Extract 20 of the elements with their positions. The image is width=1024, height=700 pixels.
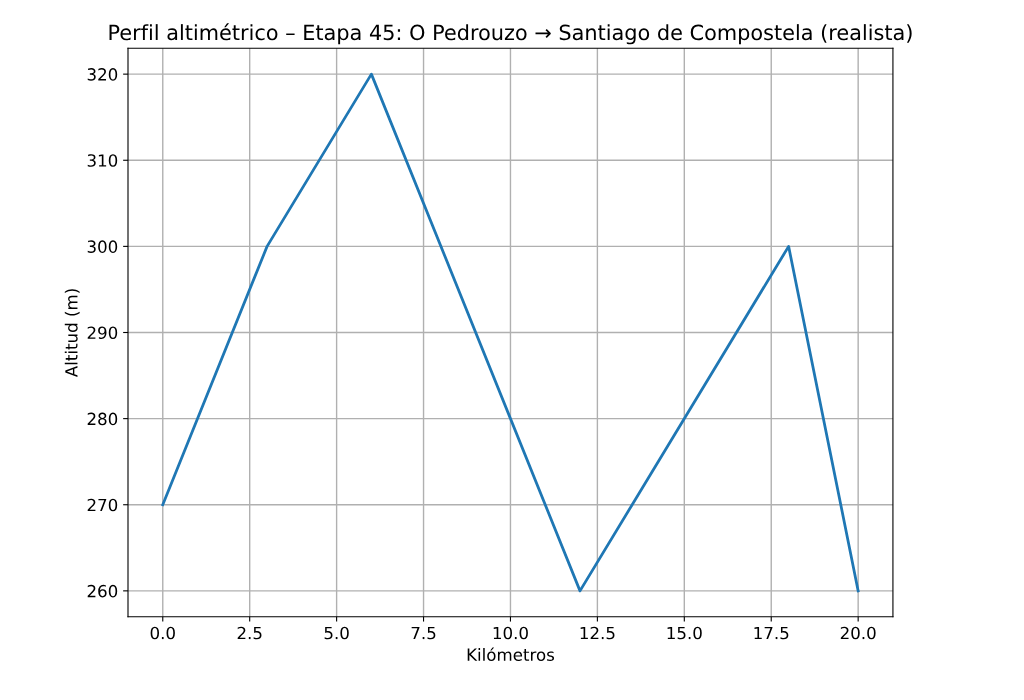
- x-tick-label: 15.0: [667, 626, 702, 640]
- line-series: [161, 72, 860, 593]
- y-tick-label: 300: [87, 240, 118, 253]
- x-axis-title: Kilómetros: [467, 647, 555, 662]
- y-tick-label: 310: [87, 154, 118, 167]
- y-tick-label: 320: [87, 68, 118, 81]
- x-tick-label: 7.5: [411, 626, 436, 640]
- y-tick-label: 270: [87, 498, 118, 512]
- x-tick-label: 17.5: [754, 626, 789, 640]
- x-tick-label: 2.5: [237, 626, 262, 640]
- x-tick-label: 0.0: [150, 626, 175, 640]
- x-tick-label: 12.5: [580, 626, 615, 640]
- x-tick-label: 5.0: [324, 626, 349, 640]
- y-tick-label: 290: [87, 326, 118, 340]
- y-tick-label: 280: [87, 412, 118, 426]
- x-tick-label: 20.0: [840, 626, 876, 640]
- chart-title: Perfil altimétrico – Etapa 45: O Pedrouzo → Santiago de Compostela (realista): [109, 23, 912, 45]
- x-tick-label: 10.0: [493, 626, 528, 640]
- y-axis-title: Altitud (m): [64, 289, 80, 378]
- y-tick-label: 260: [87, 584, 118, 598]
